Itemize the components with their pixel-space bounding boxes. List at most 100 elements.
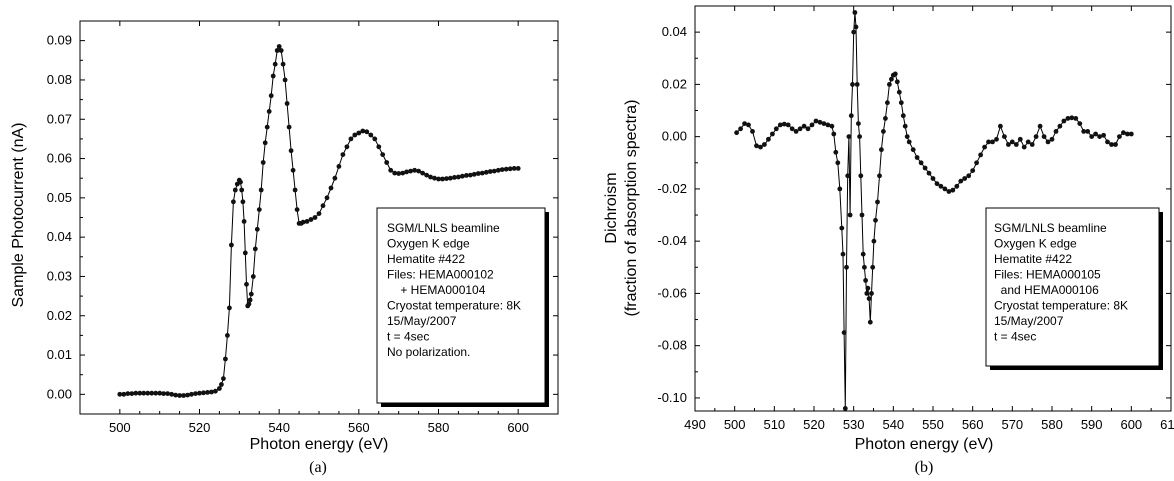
y-tick-label: 0.02 [662, 76, 687, 91]
data-point [240, 199, 246, 205]
data-point [209, 389, 214, 395]
data-point [312, 215, 318, 220]
data-point [268, 93, 274, 99]
data-point [229, 242, 234, 248]
data-point [1113, 142, 1118, 147]
x-axis-label-b: Photon energy (eV) [855, 436, 994, 453]
data-point [821, 121, 827, 126]
x-tick-label: 490 [684, 417, 706, 432]
data-point [157, 390, 163, 396]
data-point [762, 142, 767, 147]
data-point [250, 274, 256, 279]
data-point [990, 139, 995, 145]
legend-line: Cryostat temperature: 8K [387, 299, 521, 313]
data-point [231, 199, 236, 205]
data-point [396, 171, 402, 176]
data-point [153, 390, 159, 396]
x-tick-label: 520 [189, 420, 211, 435]
data-point [511, 166, 517, 171]
data-point [873, 217, 878, 223]
legend-line: Hematite #422 [994, 252, 1072, 266]
legend-line: SGM/LNLS beamline [387, 221, 500, 235]
data-point [958, 178, 964, 184]
data-point [290, 167, 296, 173]
data-point [900, 113, 906, 119]
data-point [238, 179, 243, 185]
data-point [863, 278, 868, 283]
data-point [464, 173, 469, 178]
data-point [173, 392, 179, 398]
data-point [270, 73, 276, 79]
data-point [835, 160, 841, 166]
data-point [966, 173, 972, 179]
data-point [742, 121, 747, 126]
data-point [789, 126, 795, 132]
data-point [781, 121, 787, 127]
data-point [197, 390, 202, 396]
data-point [1029, 142, 1035, 147]
y-tick-label: 0.00 [662, 129, 687, 144]
x-tick-label: 540 [268, 420, 290, 435]
legend-frame-a [376, 207, 546, 404]
data-point [926, 170, 932, 176]
data-point [348, 136, 354, 142]
legend-line: SGM/LNLS beamline [994, 221, 1107, 235]
data-point [448, 175, 453, 181]
data-point [962, 176, 968, 181]
data-point [201, 390, 206, 396]
data-point [274, 48, 280, 53]
data-point [241, 219, 247, 224]
legend-line: and HEMA000106 [994, 283, 1099, 297]
data-point [272, 61, 278, 67]
chart-panel-b: -0.10 -0.08 -0.06 -0.04 -0.02 0.00 0.02 0.04 490… [603, 5, 1174, 476]
data-point [121, 391, 127, 397]
x-tick-label: 580 [1041, 417, 1063, 432]
x-tick-label: 540 [882, 417, 904, 432]
y-tick-label: -0.04 [657, 233, 687, 248]
data-point [885, 100, 890, 106]
data-point [221, 376, 226, 381]
data-point [149, 390, 155, 396]
y-tick-label: -0.08 [657, 338, 687, 353]
data-point [773, 126, 779, 132]
y-tick-label: 0.04 [47, 229, 72, 244]
y-tick-label: 0.06 [47, 151, 72, 166]
data-point [340, 152, 346, 158]
data-point [232, 187, 238, 193]
data-point [946, 189, 952, 194]
data-point [444, 176, 449, 182]
data-point [352, 132, 358, 138]
y-axis-label-b-line2: (fraction of absorption spectra) [623, 100, 640, 317]
data-point [169, 391, 175, 397]
data-point [831, 131, 837, 137]
data-point [264, 124, 270, 130]
data-point [879, 147, 884, 153]
data-point [904, 134, 910, 140]
data-point [1069, 115, 1075, 121]
data-point [137, 390, 143, 396]
data-point [177, 393, 183, 398]
data-point [479, 170, 485, 176]
data-point [344, 144, 350, 150]
data-point [193, 391, 198, 396]
data-point [400, 170, 406, 176]
data-point [809, 122, 815, 128]
data-point [356, 130, 362, 136]
data-point [734, 130, 739, 136]
y-tick-label: 0.07 [47, 111, 72, 126]
data-point [998, 123, 1003, 129]
data-point [125, 391, 131, 396]
data-point [1121, 130, 1126, 136]
data-point [456, 174, 461, 180]
data-point [906, 139, 912, 145]
data-point [1085, 129, 1091, 134]
legend-line: 15/May/2007 [994, 314, 1064, 328]
data-point [495, 167, 501, 173]
legend-text-b: SGM/LNLS beamline Oxygen K edge Hematite #… [994, 221, 1128, 344]
x-tick-label: 610 [1160, 417, 1174, 432]
data-point [225, 333, 230, 338]
data-point [483, 169, 489, 175]
data-point [384, 160, 390, 165]
data-point [1109, 142, 1114, 147]
data-point [813, 118, 819, 124]
